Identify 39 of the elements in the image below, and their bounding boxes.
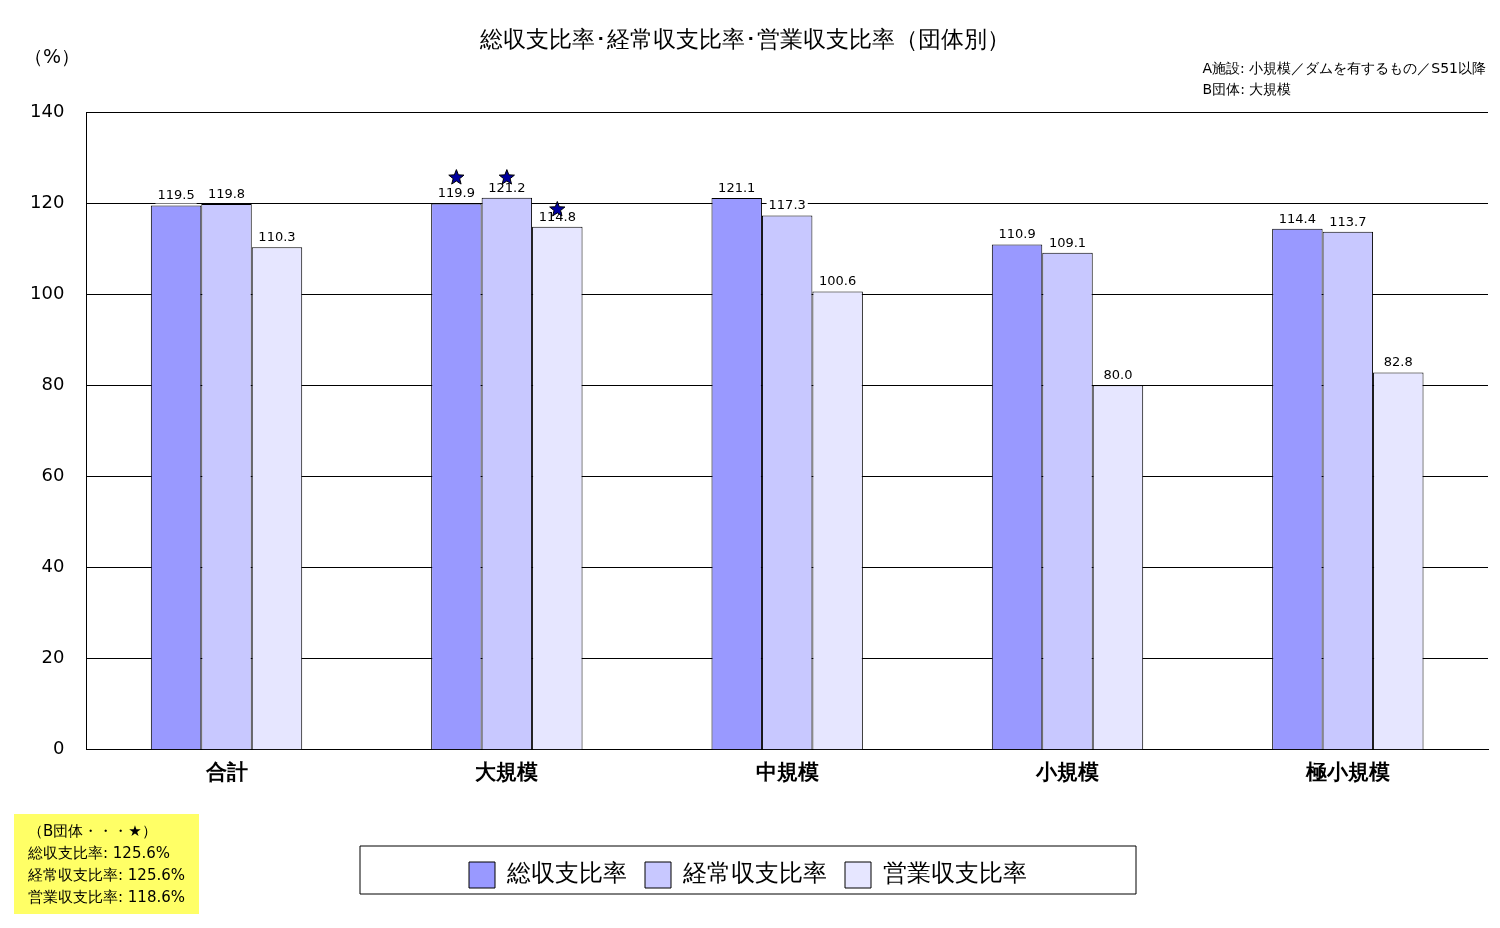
- text: 総収支比率: 125.6%: [28, 844, 171, 862]
- y-tick-label: 100: [30, 281, 65, 303]
- legend-label: 営業収支比率: [883, 859, 1027, 888]
- chart-title: 総収支比率･経常収支比率･営業収支比率（団体別）: [480, 26, 1010, 52]
- data-label: 121.1: [718, 179, 756, 195]
- legend-label: 経常収支比率: [682, 859, 827, 888]
- data-label: 121.2: [488, 179, 526, 195]
- data-label: 119.9: [437, 185, 475, 201]
- x-tick-label: 小規模: [1035, 759, 1100, 784]
- data-label: 100.6: [819, 273, 857, 289]
- y-tick-label: 0: [52, 737, 65, 759]
- data-label: 117.3: [768, 197, 806, 213]
- data-label: 109.1: [1048, 234, 1087, 250]
- legend-label: 総収支比率: [506, 859, 627, 888]
- y-tick-label: 20: [41, 646, 65, 668]
- x-tick-label: 合計: [204, 759, 248, 784]
- text: A施設: 小規模／ダムを有するもの／S51以降: [1202, 60, 1486, 76]
- data-label: 82.8: [1383, 354, 1413, 370]
- data-label: 80.0: [1103, 367, 1133, 383]
- x-tick-label: 中規模: [755, 759, 819, 784]
- data-label: 110.3: [258, 229, 296, 245]
- data-label: 113.7: [1329, 213, 1367, 229]
- x-tick-label: 極小規模: [1304, 759, 1390, 784]
- data-label: 119.8: [207, 185, 246, 201]
- data-label: 110.9: [998, 226, 1036, 242]
- text: 経常収支比率: 125.6%: [28, 866, 186, 884]
- y-axis-title: （%）: [24, 44, 81, 69]
- data-label: 119.5: [157, 187, 195, 203]
- data-label: 114.8: [538, 208, 576, 224]
- text: （B団体・・・★）: [28, 822, 157, 840]
- y-tick-label: 40: [41, 555, 65, 577]
- y-tick-label: 120: [30, 190, 65, 212]
- y-tick-label: 140: [30, 99, 65, 121]
- y-tick-label: 80: [41, 373, 65, 395]
- y-tick-label: 60: [41, 464, 65, 486]
- text: 営業収支比率: 118.6%: [28, 888, 186, 906]
- x-tick-label: 大規模: [475, 759, 539, 784]
- text: B団体: 大規模: [1202, 81, 1292, 97]
- data-label: 114.4: [1278, 210, 1316, 226]
